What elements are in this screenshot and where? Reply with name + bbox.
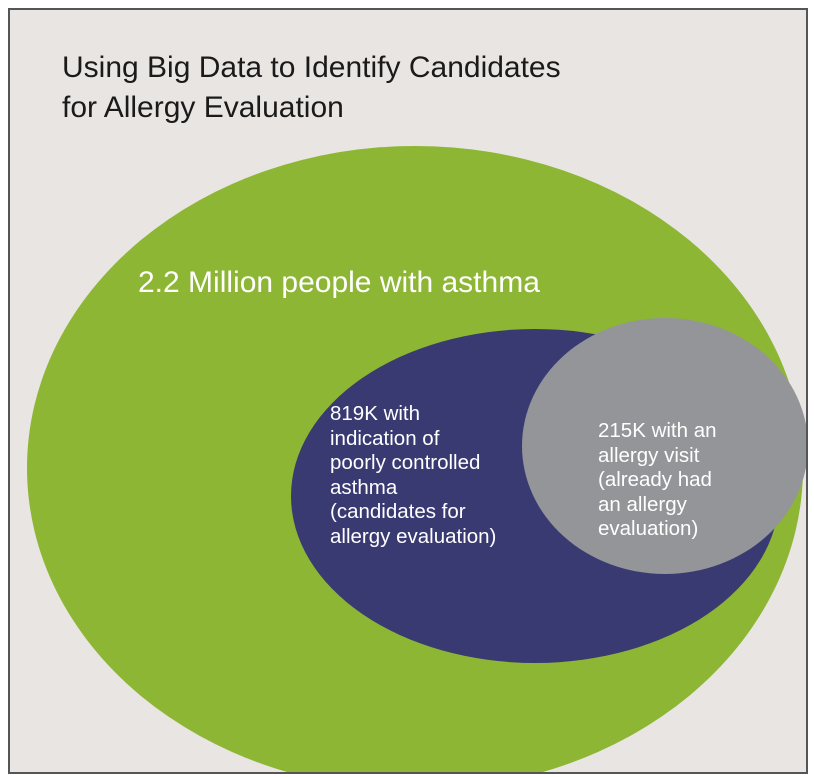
poorly-controlled-label: 819K with indication of poorly controlle… [330,402,496,549]
poorly-controlled-line-5: (candidates for [330,500,466,523]
diagram-title: Using Big Data to Identify Candidates fo… [62,48,742,128]
title-line-1: Using Big Data to Identify Candidates [62,51,561,84]
poorly-controlled-line-6: allergy evaluation) [330,524,497,548]
asthma-population-label: 2.2 Million people with asthma [138,266,540,299]
poorly-controlled-line-3: poorly controlled [330,451,481,474]
poorly-controlled-line-4: asthma [330,475,398,499]
allergy-visit-line-1: 215K with an [598,419,717,442]
allergy-visit-line-5: evaluation) [598,517,699,540]
allergy-visit-line-2: allergy visit [598,443,700,467]
poorly-controlled-line-2: indication of [330,426,440,450]
title-line-2: for Allergy Evaluation [62,91,344,124]
allergy-visit-line-3: (already had [598,468,712,491]
diagram-frame: Using Big Data to Identify Candidates fo… [8,8,808,774]
allergy-visit-circle [522,318,806,574]
poorly-controlled-line-1: 819K with [330,402,421,425]
nested-sets-diagram [27,146,806,772]
allergy-visit-label: 215K with an allergy visit (already had … [598,419,717,542]
allergy-visit-line-4: an allergy [598,492,687,516]
